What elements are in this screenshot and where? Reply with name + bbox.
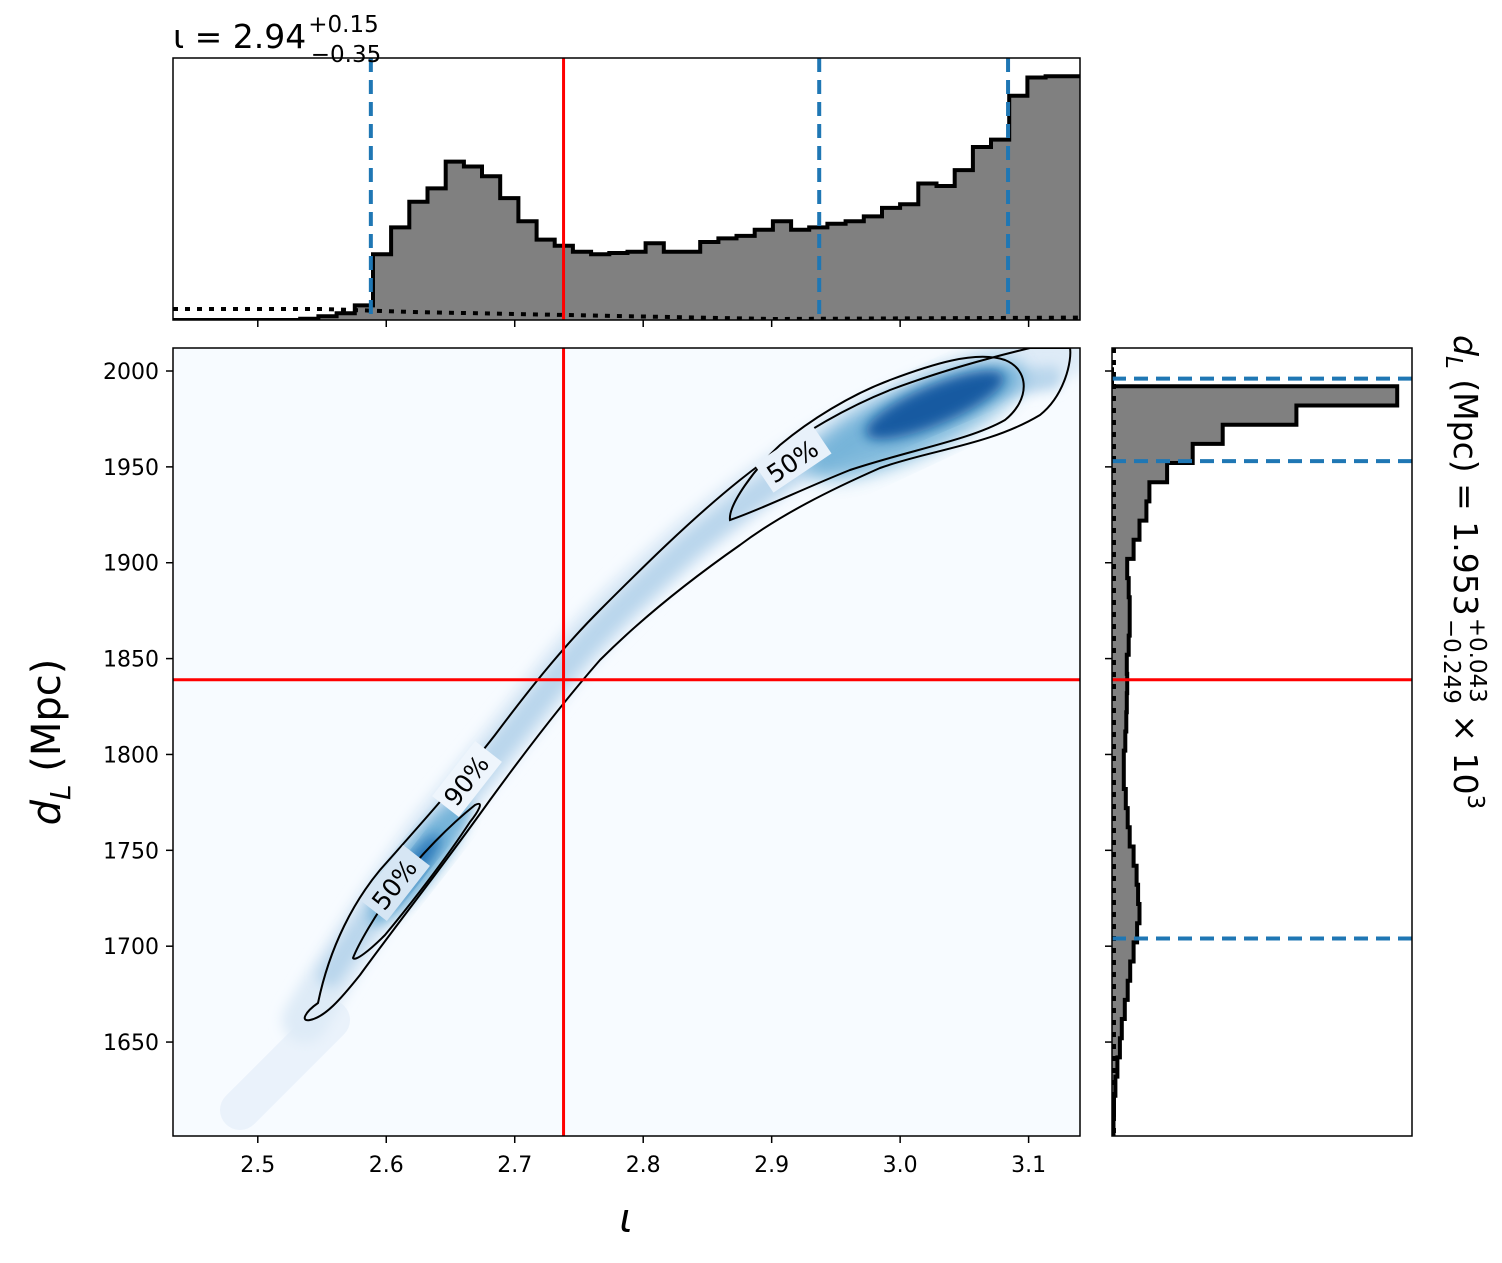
dL-summary-title: dL (Mpc) = 1.953+0.043−0.249 × 103	[1438, 335, 1490, 809]
contour-50-percent-upper	[728, 355, 1025, 522]
dL-histogram-fill	[1112, 367, 1398, 1135]
iota-marginal-frame	[172, 57, 1081, 321]
dL-tick-label-1: 1700	[103, 935, 159, 960]
dL-axis-ticks: 1650 1700 1750 1800 1850 1900 1950 2000	[103, 360, 173, 1056]
iota-tick-label-2: 2.7	[497, 1153, 532, 1178]
dL-tick-label-3: 1800	[103, 743, 159, 768]
iota-tick-label-5: 3.0	[883, 1153, 918, 1178]
iota-histogram-fill	[173, 76, 1080, 320]
iota-tick-label-4: 2.9	[754, 1153, 789, 1178]
iota-tick-label-3: 2.8	[626, 1153, 661, 1178]
iota-tick-label-0: 2.5	[240, 1153, 275, 1178]
dL-marginal-frame	[1111, 347, 1413, 1137]
dL-tick-label-0: 1650	[103, 1031, 159, 1056]
y-axis-label: dL (Mpc)	[24, 659, 77, 826]
x-axis-label: ι	[619, 1196, 633, 1242]
joint-density-frame	[172, 347, 1081, 1137]
joint-density-panel: 50% 90% 50% 2.5 2.6 2.7 2.8 2.9 3.0 3.1 165017…	[24, 347, 1081, 1242]
dL-marginal-panel: dL (Mpc) = 1.953+0.043−0.249 × 103	[1105, 335, 1490, 1137]
dL-tick-label-5: 1900	[103, 552, 159, 577]
iota-histogram-outline	[173, 73, 1080, 320]
iota-marginal-ticks	[257, 320, 1030, 327]
iota-summary-title: ι = 2.94+0.15 −0.35	[173, 12, 381, 68]
iota-tick-label-1: 2.6	[369, 1153, 404, 1178]
iota-prior-dotted-line	[173, 307, 1080, 320]
dL-tick-label-2: 1750	[103, 839, 159, 864]
iota-axis-ticks: 2.5 2.6 2.7 2.8 2.9 3.0 3.1	[240, 1136, 1046, 1178]
dL-tick-label-6: 1950	[103, 456, 159, 481]
iota-tick-label-6: 3.1	[1011, 1153, 1046, 1178]
dL-tick-label-7: 2000	[103, 360, 159, 385]
dL-tick-label-4: 1850	[103, 648, 159, 673]
iota-marginal-panel: ι = 2.94+0.15 −0.35	[172, 12, 1081, 327]
dL-histogram-outline	[1112, 367, 1400, 1136]
density-upper-peak	[865, 370, 1005, 440]
dL-marginal-ticks	[1105, 370, 1112, 1043]
contour-90-percent	[303, 348, 1072, 1022]
dL-quantile-lines	[1112, 376, 1412, 941]
